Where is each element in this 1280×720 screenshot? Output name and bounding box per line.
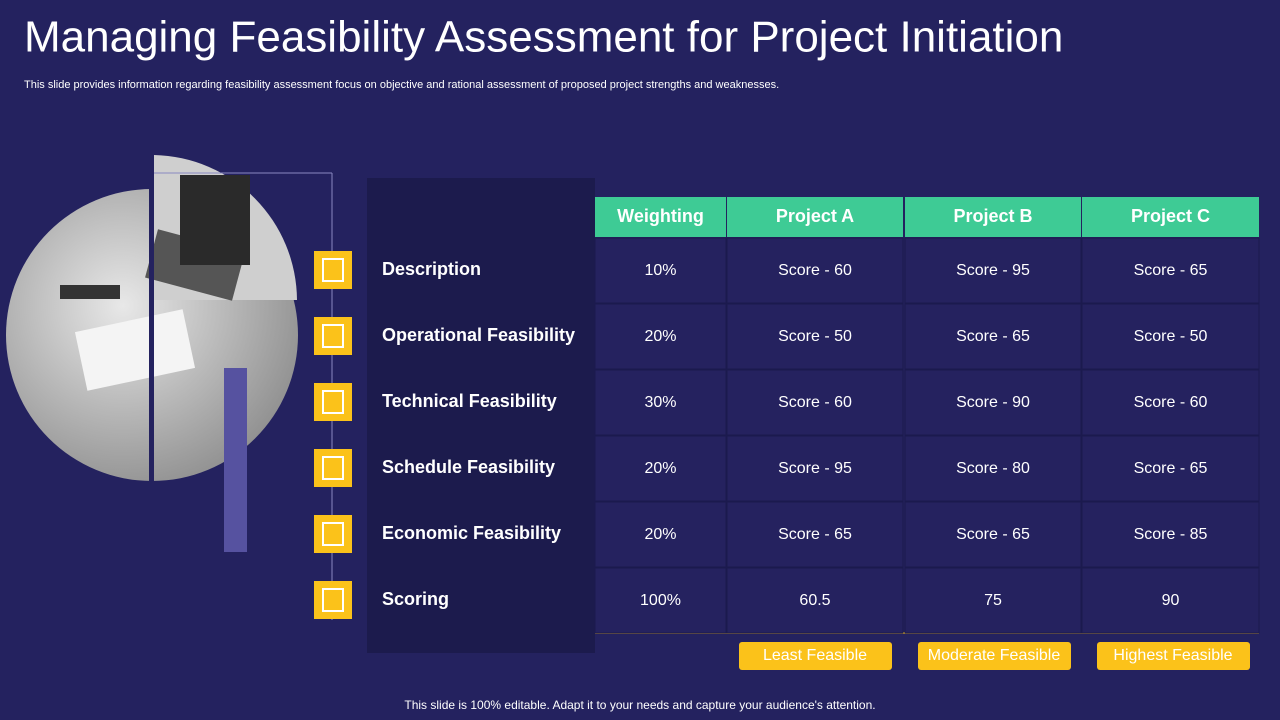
- icon-glyph: [322, 456, 344, 480]
- icon: [314, 383, 352, 421]
- footer: This slide is 100% editable. Adapt it to…: [404, 698, 875, 712]
- verdict-text: Least Feasible: [763, 647, 867, 664]
- photo: [6, 155, 298, 552]
- row-label: Scoring: [382, 589, 449, 609]
- cell-text: 20%: [644, 526, 676, 543]
- label-panel: [367, 178, 595, 653]
- cell-text: Score - 60: [778, 262, 852, 279]
- cell: [904, 369, 1082, 436]
- verdict-text: Moderate Feasible: [928, 647, 1061, 664]
- row-label: Technical Feasibility: [382, 391, 557, 411]
- cell-text: Score - 65: [956, 328, 1030, 345]
- header-text: Project C: [1131, 206, 1210, 226]
- cell-text: Score - 60: [1134, 394, 1208, 411]
- cell-text: Score - 65: [1134, 262, 1208, 279]
- header-text: Project A: [776, 206, 854, 226]
- icon: [314, 317, 352, 355]
- row-label: Economic Feasibility: [382, 523, 561, 543]
- icon: [314, 251, 352, 289]
- cell-text: 20%: [644, 328, 676, 345]
- cell: [726, 567, 904, 634]
- row-label: Operational Feasibility: [382, 325, 575, 345]
- cell: [594, 501, 727, 568]
- cell: [904, 567, 1082, 634]
- cell: [904, 501, 1082, 568]
- cell-text: 100%: [640, 592, 681, 609]
- cell: [1081, 237, 1260, 304]
- cell-text: Score - 65: [956, 526, 1030, 543]
- cell: [1081, 567, 1260, 634]
- cell: [726, 303, 904, 370]
- cell-text: Score - 65: [778, 526, 852, 543]
- cell: [904, 435, 1082, 502]
- row-label: Description: [382, 259, 481, 279]
- cell: [726, 237, 904, 304]
- verdict-badge: [1097, 642, 1250, 670]
- subtitle: This slide provides information regardin…: [24, 79, 779, 91]
- cell: [1081, 303, 1260, 370]
- cell: [594, 369, 727, 436]
- header-text: Weighting: [617, 206, 704, 226]
- icon-glyph: [322, 390, 344, 414]
- icon: [314, 515, 352, 553]
- header-cell: [1082, 197, 1259, 237]
- header-cell: [595, 197, 726, 237]
- cell-text: Score - 65: [1134, 460, 1208, 477]
- cell-text: Score - 50: [778, 328, 852, 345]
- header-cell: [727, 197, 903, 237]
- verdict-badge: [739, 642, 892, 670]
- cell-text: Score - 50: [1134, 328, 1208, 345]
- cell-text: Score - 60: [778, 394, 852, 411]
- verdict-badge: [918, 642, 1071, 670]
- icon-glyph: [322, 258, 344, 282]
- cell: [904, 303, 1082, 370]
- icon: [314, 449, 352, 487]
- cell-text: Score - 90: [956, 394, 1030, 411]
- cell: [594, 435, 727, 502]
- cell: [594, 303, 727, 370]
- cell: [594, 567, 727, 634]
- cell: [726, 435, 904, 502]
- cell: [1081, 435, 1260, 502]
- icon-glyph: [322, 588, 344, 612]
- cell: [1081, 369, 1260, 436]
- cell-text: 30%: [644, 394, 676, 411]
- icon-glyph: [322, 324, 344, 348]
- verdict-text: Highest Feasible: [1113, 647, 1232, 664]
- cell-text: Score - 80: [956, 460, 1030, 477]
- cell: [1081, 501, 1260, 568]
- cell: [726, 501, 904, 568]
- cell-text: 20%: [644, 460, 676, 477]
- cell: [904, 237, 1082, 304]
- cell-text: Score - 85: [1134, 526, 1208, 543]
- cell: [726, 369, 904, 436]
- title: Managing Feasibility Assessment for Proj…: [24, 13, 1063, 62]
- cell-text: 60.5: [799, 592, 830, 609]
- cell-text: Score - 95: [778, 460, 852, 477]
- row-label: Schedule Feasibility: [382, 457, 555, 477]
- cell-text: 10%: [644, 262, 676, 279]
- icon-glyph: [322, 522, 344, 546]
- header-text: Project B: [953, 206, 1032, 226]
- header-cell: [905, 197, 1081, 237]
- icon: [314, 581, 352, 619]
- cell-text: 75: [984, 592, 1002, 609]
- cell: [594, 237, 727, 304]
- cell-text: Score - 95: [956, 262, 1030, 279]
- cell-text: 90: [1162, 592, 1180, 609]
